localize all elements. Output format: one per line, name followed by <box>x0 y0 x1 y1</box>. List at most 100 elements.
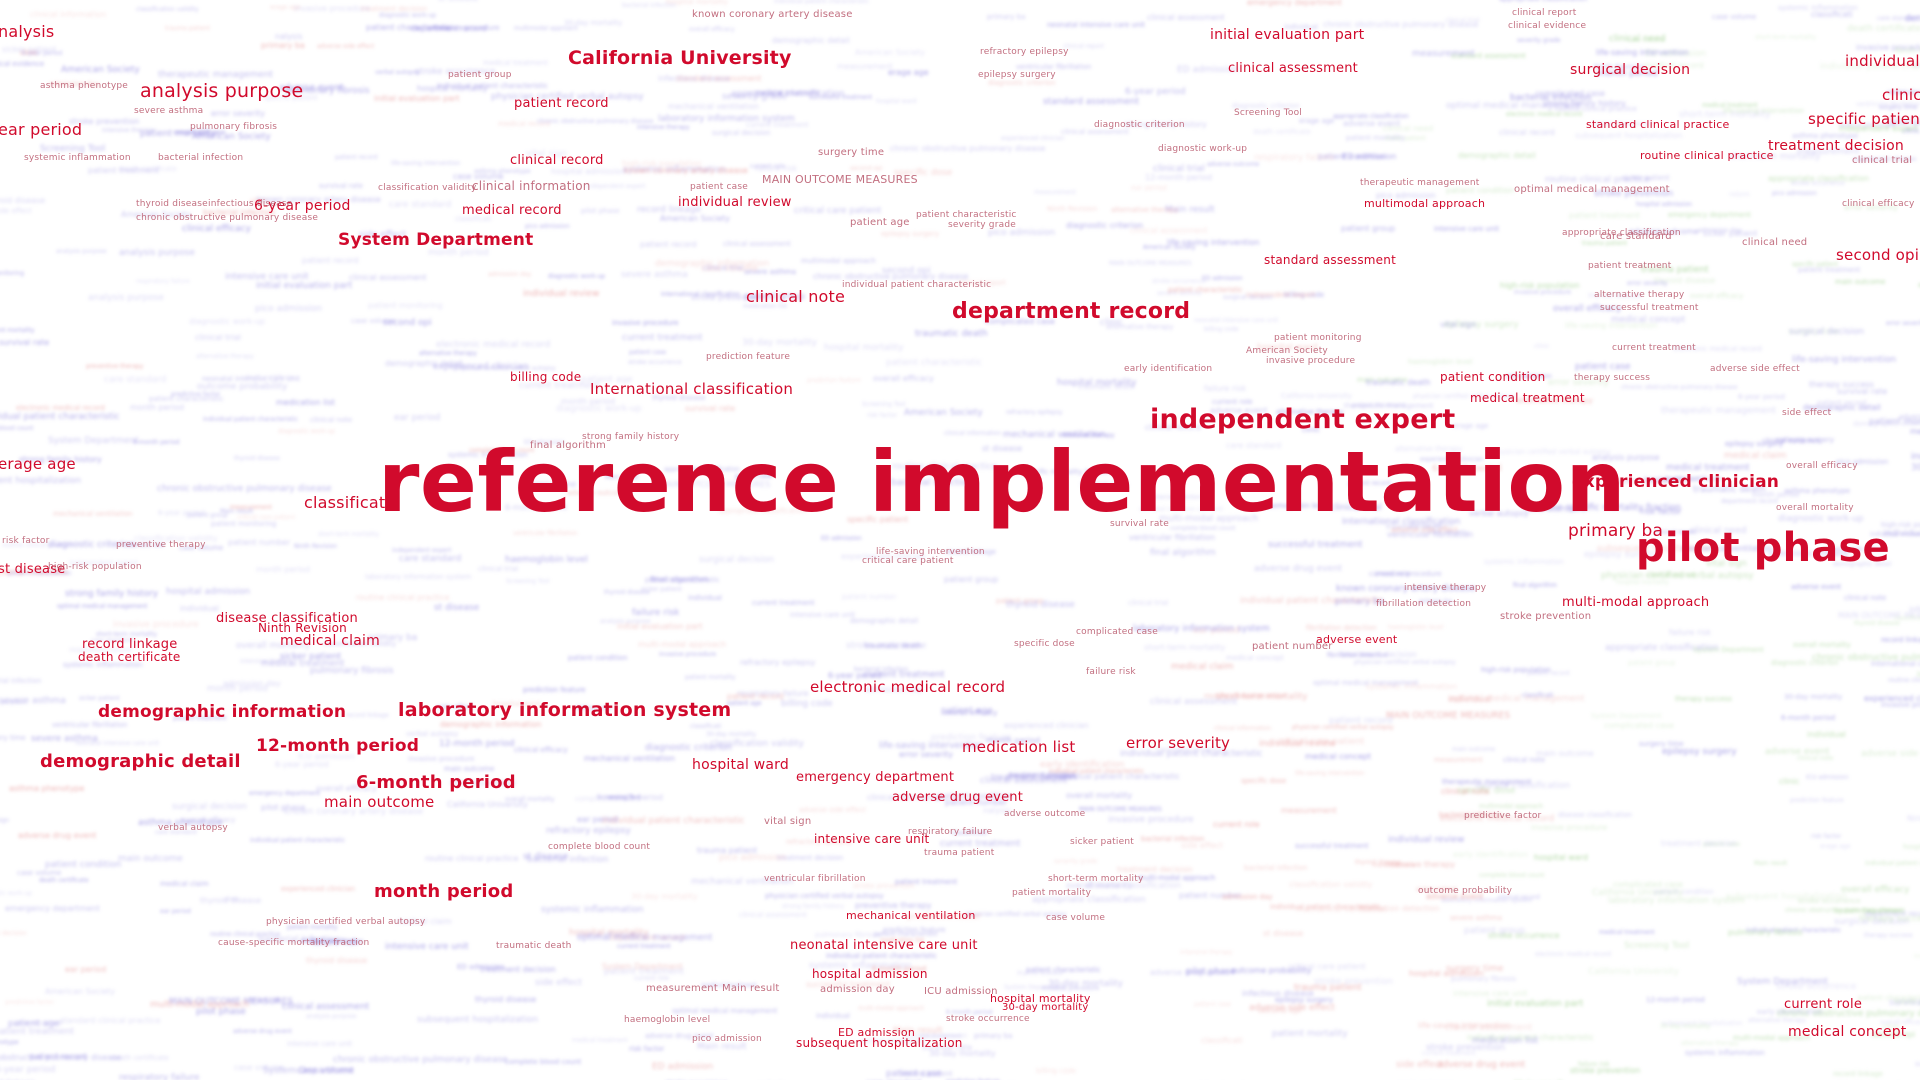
background-term: error severity <box>1886 320 1920 327</box>
background-term: patient characteristic <box>366 23 452 32</box>
background-term: adverse event <box>1426 892 1484 901</box>
background-term: stroke prevention <box>1570 1066 1641 1075</box>
background-term: surgical decision <box>1915 1060 1920 1068</box>
background-term: ED admission <box>1342 152 1397 161</box>
background-term: International classification <box>661 291 741 298</box>
background-term: clinical assessment <box>349 273 427 282</box>
background-term: department record <box>1721 498 1778 505</box>
term-t112: verbal autopsy <box>158 823 228 833</box>
term-t073: therapeutic management <box>1360 178 1480 188</box>
background-term: demographic detail <box>1905 14 1920 24</box>
background-term: 30-day mortality <box>742 338 817 348</box>
background-term: death certificate <box>111 1054 169 1062</box>
background-term: complete blood count <box>0 425 34 432</box>
term-t083: refractory epilepsy <box>980 47 1069 57</box>
background-term: current role <box>634 975 669 982</box>
background-term: failure risk <box>1578 1061 1610 1068</box>
background-term: medical claim <box>160 880 209 888</box>
background-term: 6-month period <box>1432 464 1502 474</box>
background-term: overall efficacy <box>689 26 735 33</box>
background-term: life-saving intervention <box>1167 238 1260 247</box>
background-term: current role <box>1369 570 1410 578</box>
background-term: patient group <box>1464 926 1526 936</box>
background-term: individual review <box>1259 739 1336 749</box>
background-term: current treatment <box>622 333 703 343</box>
background-term: 6-month period <box>1781 714 1836 722</box>
background-term: main outcome <box>1372 862 1416 869</box>
term-t085: clinical report <box>1512 8 1577 18</box>
background-term: epilepsy surgery <box>1444 320 1519 330</box>
background-term: alternative therapy <box>196 353 254 360</box>
background-term: measurement <box>1034 189 1076 196</box>
background-term: short-term mortality <box>318 531 379 538</box>
background-term: diagnostic work-up <box>1778 514 1864 524</box>
background-term: individual <box>1883 529 1920 539</box>
background-term: bacterial infection <box>203 208 276 217</box>
term-t044: death certificate <box>78 650 181 664</box>
background-term: erage age <box>1453 422 1489 430</box>
background-term: refractory epilepsy <box>1006 409 1063 416</box>
background-term: classificati <box>1894 615 1920 622</box>
term-t005: known coronary artery disease <box>692 9 853 20</box>
background-term: American Society <box>61 65 140 75</box>
background-term: alternative therapy <box>419 350 477 357</box>
background-term: Ninth Revision <box>1895 46 1920 55</box>
background-term: stroke occurrence <box>415 67 496 77</box>
background-term: experienced clinician <box>281 885 356 893</box>
background-term: epilepsy surgery <box>1662 747 1737 757</box>
background-term: treatment decision <box>991 773 1077 783</box>
background-term: billing code <box>1036 1067 1077 1075</box>
background-term: record linkage <box>1833 1070 1883 1078</box>
background-term: month period <box>256 565 310 574</box>
background-term: death certificate <box>1664 475 1722 483</box>
background-term: medical concept <box>1305 752 1371 761</box>
term-t119: admission day <box>820 984 895 995</box>
background-term: patient condition <box>568 654 628 662</box>
background-term: Main result <box>1165 205 1215 215</box>
background-term: life-saving intervention <box>1596 48 1689 57</box>
background-term: overall mortality <box>505 796 555 803</box>
background-term: traumatic death <box>1366 378 1431 387</box>
background-term: mechanical ventilation <box>584 754 675 763</box>
background-term: mechanical ventilation <box>1296 905 1387 914</box>
background-term: overall efficacy <box>944 709 998 717</box>
background-term: surgical decision <box>712 129 771 137</box>
background-term: bacterial infection <box>1147 494 1202 501</box>
background-term: alternative therapy <box>1111 206 1179 214</box>
background-term: short-term mortality <box>1755 34 1816 41</box>
background-term: critical care patient <box>794 206 882 216</box>
background-term: failure risk <box>1669 628 1712 637</box>
background-term: stroke prevention <box>69 117 140 126</box>
background-term: verbal autopsy <box>1469 509 1529 518</box>
background-term: mechanical ventilation <box>1681 544 1772 553</box>
background-term: appropriate classification <box>1333 113 1409 120</box>
background-term: ventricular fibrillation <box>1856 101 1920 108</box>
background-term: individual <box>180 604 219 613</box>
term-t096: side effect <box>1782 408 1832 418</box>
background-term: invasive procedure <box>1514 289 1572 296</box>
term-t134: patient characteristic <box>916 210 1017 220</box>
background-term: refractory epilepsy <box>740 658 816 667</box>
background-term: surgery time <box>1788 327 1840 336</box>
background-term: record linkage <box>637 205 702 215</box>
background-term: ED admission <box>821 535 862 542</box>
background-term: patient monitoring <box>368 301 443 310</box>
background-term: patient record <box>1817 399 1867 407</box>
background-term: billing code <box>1284 291 1325 299</box>
background-term: adverse side effect <box>1918 282 1920 289</box>
background-term: bacterial infection <box>854 666 909 673</box>
background-term: patient mortality <box>1346 134 1405 142</box>
background-term: clinical assessment <box>739 911 807 919</box>
background-term: therapeutic management <box>158 70 274 80</box>
background-term: pico admission <box>1836 458 1889 466</box>
background-term: System Department <box>48 436 139 446</box>
background-term: ED admission <box>1202 275 1243 282</box>
background-term: complicated case <box>575 795 637 803</box>
background-term: laboratory information system <box>1608 896 1745 906</box>
background-term: 12-month period <box>1646 996 1705 1004</box>
background-term: cause-specific mortality fraction <box>1888 119 1920 127</box>
term-t141: bacterial infection <box>158 153 244 163</box>
background-term: verbal autopsy <box>406 730 459 738</box>
background-term: primary ba <box>368 633 418 643</box>
